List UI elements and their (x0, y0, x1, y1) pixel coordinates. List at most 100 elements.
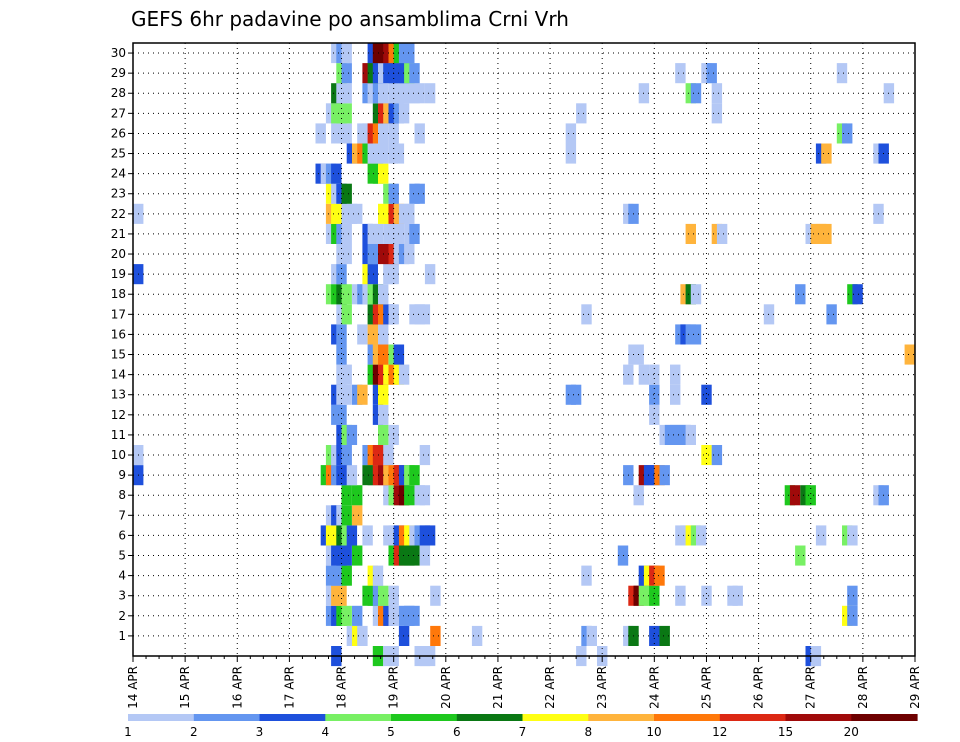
heatmap-cell (711, 83, 723, 104)
x-tick-label: 26 APR (752, 666, 766, 709)
heatmap-cell (341, 445, 352, 466)
colorbar-label: 1 (124, 725, 132, 739)
heatmap-cell (649, 364, 660, 385)
y-tick-label: 29 (111, 66, 126, 80)
colorbar-label: 3 (256, 725, 264, 739)
heatmap-cell (805, 485, 816, 506)
colorbar-segment (785, 714, 852, 721)
heatmap-cell (325, 565, 337, 586)
heatmap-cell (581, 565, 592, 586)
heatmap-cell (414, 83, 425, 104)
heatmap-cell (352, 545, 363, 566)
colorbar-segment (456, 714, 524, 721)
heatmap-cell (352, 203, 363, 224)
heatmap-cell (649, 585, 660, 606)
y-tick-label: 10 (111, 448, 126, 462)
heatmap-cell (670, 364, 681, 385)
heatmap-cell (852, 284, 863, 305)
heatmap-cell (367, 244, 378, 265)
y-tick-label: 18 (111, 287, 126, 301)
heatmap-cell (362, 264, 373, 285)
y-tick-label: 24 (111, 167, 126, 181)
heatmap-cell (346, 203, 358, 224)
x-tick-label: 15 APR (178, 666, 192, 709)
y-tick-label: 4 (118, 569, 126, 583)
y-tick-label: 16 (111, 327, 126, 341)
heatmap-cell (847, 605, 858, 626)
heatmap-cell (711, 445, 723, 466)
heatmap-cell (690, 83, 702, 104)
heatmap-cell (341, 103, 352, 124)
heatmap-cell (325, 605, 337, 626)
heatmap-cell (789, 485, 801, 506)
heatmap-cell (325, 103, 337, 124)
heatmap-cell (362, 585, 373, 606)
heatmap-cell (341, 183, 352, 204)
heatmap-cell (341, 485, 352, 506)
y-tick-label: 14 (111, 368, 126, 382)
heatmap-cell (847, 585, 858, 606)
y-tick-label: 22 (111, 207, 126, 221)
heatmap-cell (341, 123, 352, 144)
colorbar-segment (522, 714, 589, 721)
heatmap-cell (346, 465, 358, 486)
heatmap-cell (424, 525, 436, 546)
y-tick-label: 19 (111, 267, 126, 281)
heatmap-cell (398, 465, 410, 486)
heatmap-cell (352, 505, 363, 526)
heatmap-cell (325, 223, 337, 244)
heatmap-cell (711, 103, 723, 124)
x-tick-label: 28 APR (856, 666, 870, 709)
heatmap-cell (362, 143, 373, 164)
heatmap-cell (346, 625, 358, 646)
heatmap-cell (367, 264, 378, 285)
heatmap-cell (398, 485, 410, 506)
heatmap-cell (430, 625, 441, 646)
colorbar-label: 10 (646, 725, 661, 739)
x-tick-label: 23 APR (595, 666, 609, 709)
heatmap-cell (341, 43, 352, 64)
x-tick-label: 22 APR (543, 666, 557, 709)
heatmap-cell (362, 525, 373, 546)
heatmap-cell (419, 545, 431, 566)
heatmap-cell (341, 63, 352, 84)
y-tick-label: 9 (118, 468, 126, 482)
heatmap-cell (424, 264, 436, 285)
heatmap-cell (815, 223, 827, 244)
heatmap-cell (649, 384, 660, 405)
colorbar-segment (851, 714, 918, 721)
heatmap-cell (362, 445, 373, 466)
x-tick-label: 29 APR (908, 666, 922, 709)
heatmap-cell (409, 465, 420, 486)
heatmap-cell (404, 43, 415, 64)
heatmap-cell (398, 525, 410, 546)
heatmap-cell (398, 103, 410, 124)
heatmap-cell (409, 223, 420, 244)
chart-title: GEFS 6hr padavine po ansamblima Crni Vrh (131, 7, 569, 31)
heatmap-cell (346, 143, 358, 164)
heatmap-cell (398, 364, 410, 385)
heatmap-cell (341, 304, 352, 325)
heatmap-cell (325, 445, 337, 466)
y-tick-label: 7 (118, 508, 126, 522)
heatmap-cell (336, 585, 347, 606)
heatmap-cell (331, 203, 342, 224)
heatmap-cell (649, 625, 660, 646)
heatmap-cell (430, 585, 441, 606)
heatmap-cell (581, 625, 592, 646)
y-tick-label: 17 (111, 307, 126, 321)
heatmap-cell (586, 625, 597, 646)
heatmap-cell (649, 404, 660, 425)
y-tick-label: 28 (111, 86, 126, 100)
heatmap-cell (341, 605, 352, 626)
heatmap-cell (795, 284, 806, 305)
y-tick-label: 27 (111, 106, 126, 120)
heatmap-cell (341, 364, 352, 385)
heatmap-cell (685, 223, 696, 244)
y-tick-label: 20 (111, 247, 126, 261)
heatmap-cell (419, 445, 431, 466)
colorbar-label: 5 (387, 725, 395, 739)
heatmap-cell (821, 143, 832, 164)
heatmap-cell (362, 465, 373, 486)
heatmap-cell (706, 63, 717, 84)
